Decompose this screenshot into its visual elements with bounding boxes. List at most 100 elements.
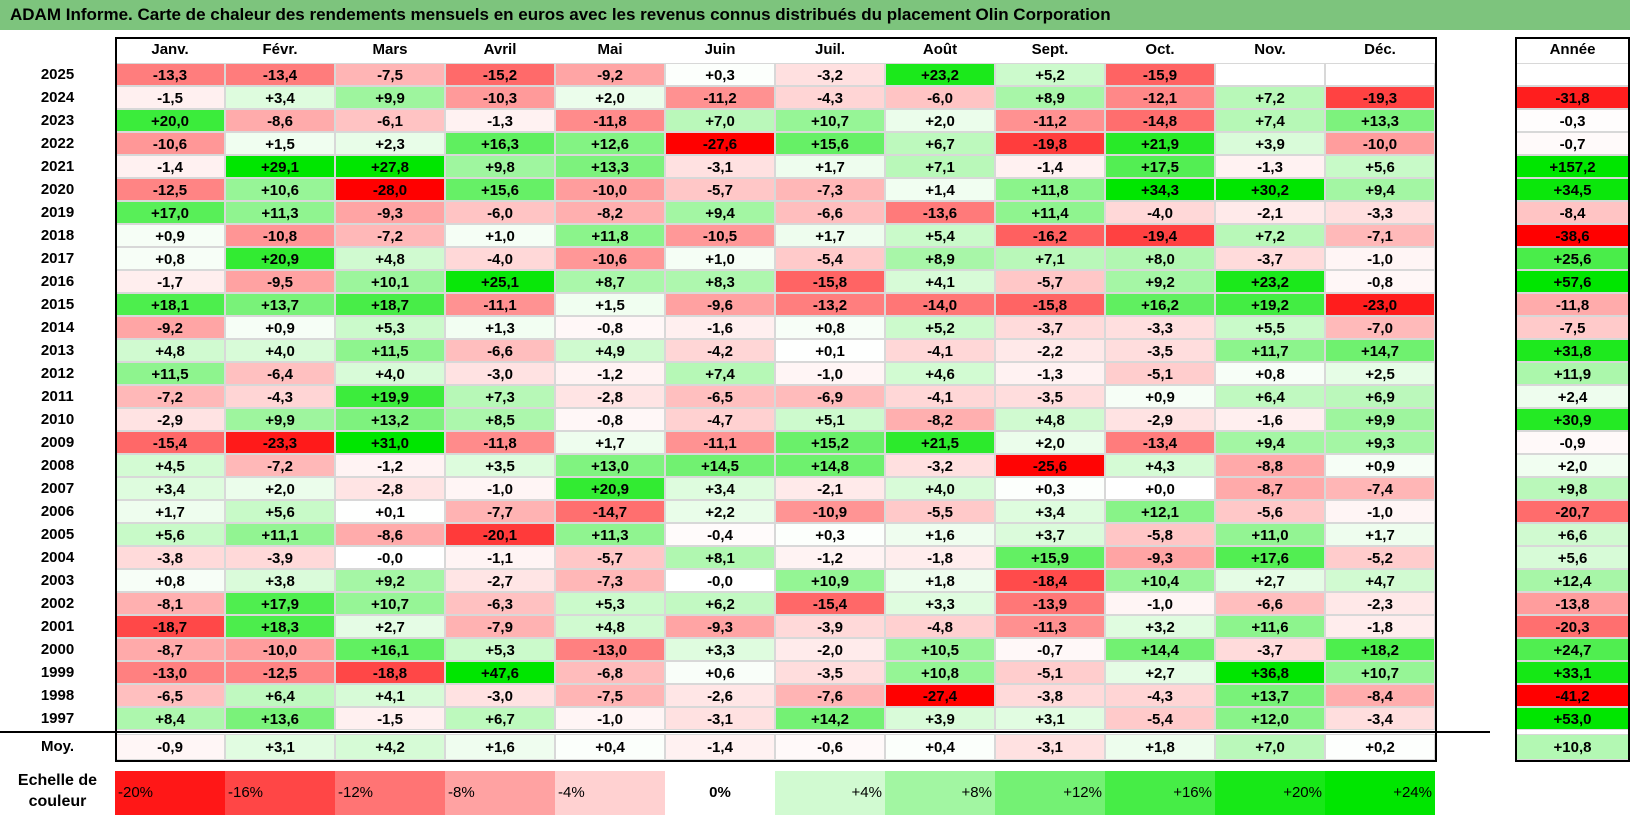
heatmap-cell: -3,7 bbox=[1215, 247, 1325, 270]
year-label: 1998 bbox=[40, 687, 75, 704]
color-scale-step: 0% bbox=[665, 771, 775, 815]
heatmap-cell: +1,0 bbox=[445, 224, 555, 247]
heatmap-cell: +2,0 bbox=[225, 477, 335, 500]
year-label: 2019 bbox=[40, 204, 75, 221]
heatmap-cell: +3,5 bbox=[445, 454, 555, 477]
year-label: 2009 bbox=[40, 434, 75, 451]
annual-cell: +25,6 bbox=[1515, 247, 1630, 270]
heatmap-cell: -2,1 bbox=[1215, 201, 1325, 224]
heatmap-cell: +0,3 bbox=[665, 63, 775, 86]
heatmap-cell: +10,5 bbox=[885, 638, 995, 661]
heatmap-cell: +11,3 bbox=[555, 523, 665, 546]
heatmap-cell: +4,0 bbox=[225, 339, 335, 362]
heatmap-cell: -7,5 bbox=[555, 684, 665, 707]
heatmap-cell: +10,7 bbox=[1325, 661, 1435, 684]
heatmap-cell: +12,6 bbox=[555, 132, 665, 155]
heatmap-cell: +36,8 bbox=[1215, 661, 1325, 684]
heatmap-cell: +17,9 bbox=[225, 592, 335, 615]
color-scale-step: -16% bbox=[225, 771, 335, 815]
annual-cell: +31,8 bbox=[1515, 339, 1630, 362]
heatmap-cell: -7,3 bbox=[775, 178, 885, 201]
heatmap-cell: -0,7 bbox=[995, 638, 1105, 661]
year-label: 2018 bbox=[40, 227, 75, 244]
heatmap-cell: -8,7 bbox=[115, 638, 225, 661]
heatmap-cell: +20,0 bbox=[115, 109, 225, 132]
heatmap-cell: -6,6 bbox=[445, 339, 555, 362]
annual-cell: +2,0 bbox=[1515, 454, 1630, 477]
heatmap-cell: +5,2 bbox=[995, 63, 1105, 86]
heatmap-cell: +17,6 bbox=[1215, 546, 1325, 569]
heatmap-cell: -9,2 bbox=[115, 316, 225, 339]
heatmap-cell: -14,0 bbox=[885, 293, 995, 316]
annual-cell: +5,6 bbox=[1515, 546, 1630, 569]
heatmap-cell: -15,2 bbox=[445, 63, 555, 86]
heatmap-cell: +10,9 bbox=[775, 569, 885, 592]
heatmap-cell: -2,1 bbox=[775, 477, 885, 500]
color-scale-step: +20% bbox=[1215, 771, 1325, 815]
heatmap-cell: -13,6 bbox=[885, 201, 995, 224]
heatmap-cell: +3,4 bbox=[225, 86, 335, 109]
year-label: 1999 bbox=[40, 664, 75, 681]
heatmap-cell: +6,9 bbox=[1325, 385, 1435, 408]
average-annual-cell: +10,8 bbox=[1515, 734, 1630, 760]
heatmap-cell: +34,3 bbox=[1105, 178, 1215, 201]
heatmap-cell: +14,4 bbox=[1105, 638, 1215, 661]
heatmap-cell: +2,2 bbox=[665, 500, 775, 523]
heatmap-cell: +9,8 bbox=[445, 155, 555, 178]
heatmap-cell: +16,2 bbox=[1105, 293, 1215, 316]
heatmap-cell: -7,3 bbox=[555, 569, 665, 592]
heatmap-cell: -14,7 bbox=[555, 500, 665, 523]
color-scale-step: +24% bbox=[1325, 771, 1435, 815]
heatmap-cell: +1,8 bbox=[885, 569, 995, 592]
color-scale-step: +4% bbox=[775, 771, 885, 815]
month-header: Sept. bbox=[1031, 41, 1069, 58]
heatmap-cell: +11,8 bbox=[995, 178, 1105, 201]
heatmap-cell: -18,4 bbox=[995, 569, 1105, 592]
heatmap-cell: -10,9 bbox=[775, 500, 885, 523]
heatmap-cell: +1,0 bbox=[665, 247, 775, 270]
heatmap-cell: +14,8 bbox=[775, 454, 885, 477]
heatmap-cell: +1,6 bbox=[885, 523, 995, 546]
year-label: 2010 bbox=[40, 411, 75, 428]
heatmap-cell: -7,9 bbox=[445, 615, 555, 638]
heatmap-cell: -5,5 bbox=[885, 500, 995, 523]
color-scale-step: +12% bbox=[995, 771, 1105, 815]
heatmap-cell: -0,0 bbox=[335, 546, 445, 569]
heatmap-cell: -1,0 bbox=[775, 362, 885, 385]
heatmap-cell: -5,4 bbox=[775, 247, 885, 270]
color-scale-label: Echelle de couleur bbox=[17, 772, 98, 810]
heatmap-cell: +1,7 bbox=[775, 155, 885, 178]
heatmap-cell: -5,7 bbox=[665, 178, 775, 201]
annual-cell: +34,5 bbox=[1515, 178, 1630, 201]
heatmap-cell: -1,0 bbox=[445, 477, 555, 500]
year-label: 2025 bbox=[40, 66, 75, 83]
heatmap-cell: +4,0 bbox=[335, 362, 445, 385]
heatmap-cell: +47,6 bbox=[445, 661, 555, 684]
year-label: 2013 bbox=[40, 342, 75, 359]
heatmap-cell: -3,3 bbox=[1325, 201, 1435, 224]
heatmap-cell: -7,2 bbox=[335, 224, 445, 247]
heatmap-cell: -10,6 bbox=[555, 247, 665, 270]
color-scale-step: -4% bbox=[555, 771, 665, 815]
heatmap-cell: +7,2 bbox=[1215, 86, 1325, 109]
heatmap-cell: +1,4 bbox=[885, 178, 995, 201]
heatmap-cell: -10,3 bbox=[445, 86, 555, 109]
heatmap-cell: -4,0 bbox=[1105, 201, 1215, 224]
heatmap-cell: +30,2 bbox=[1215, 178, 1325, 201]
heatmap-cell: +16,3 bbox=[445, 132, 555, 155]
heatmap-cell: +0,9 bbox=[225, 316, 335, 339]
heatmap-cell: -6,0 bbox=[885, 86, 995, 109]
heatmap-cell: -3,0 bbox=[445, 362, 555, 385]
heatmap-cell bbox=[1215, 63, 1325, 86]
heatmap-cell: +3,3 bbox=[885, 592, 995, 615]
heatmap-cell: +0,8 bbox=[1215, 362, 1325, 385]
month-header: Juin bbox=[704, 41, 736, 58]
year-label: 2024 bbox=[40, 89, 75, 106]
heatmap-cell: +18,2 bbox=[1325, 638, 1435, 661]
heatmap-cell: +11,6 bbox=[1215, 615, 1325, 638]
heatmap-cell: -7,1 bbox=[1325, 224, 1435, 247]
heatmap-cell: -1,3 bbox=[1215, 155, 1325, 178]
heatmap-cell: -2,0 bbox=[775, 638, 885, 661]
heatmap-cell: +11,0 bbox=[1215, 523, 1325, 546]
heatmap-cell: -1,5 bbox=[115, 86, 225, 109]
